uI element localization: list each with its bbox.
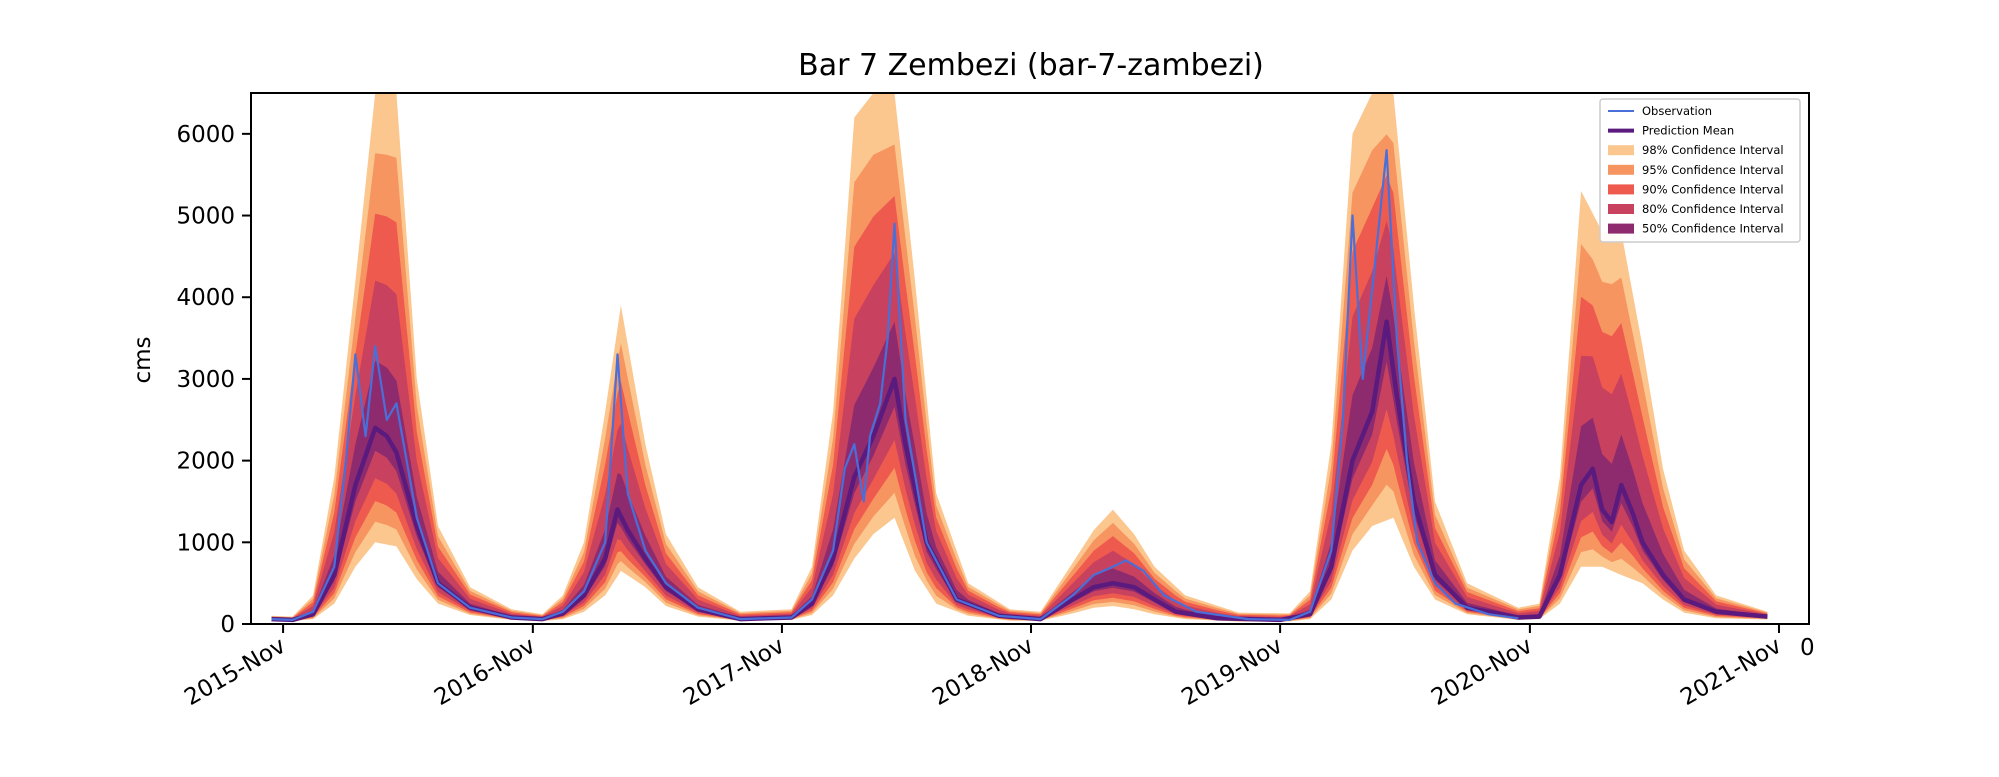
confidence-bands bbox=[271, 93, 1768, 622]
band-98 bbox=[271, 93, 1768, 622]
band-80 bbox=[271, 221, 1768, 621]
y-tick-label: 3000 bbox=[176, 367, 235, 393]
legend-label: 98% Confidence Interval bbox=[1642, 143, 1784, 157]
observation-line bbox=[271, 149, 1519, 622]
legend-label: Prediction Mean bbox=[1642, 124, 1734, 138]
x-axis: 2015-Nov 2016-Nov 2017-Nov 2018-Nov 2019-Nov… bbox=[180, 624, 1786, 711]
legend-box bbox=[1599, 98, 1801, 243]
chart-title: Bar 7 Zembezi (bar-7-zambezi) bbox=[798, 48, 1264, 83]
y-axis-label: cms bbox=[130, 336, 156, 383]
y-tick-label: 4000 bbox=[176, 285, 235, 311]
x-tick-label: 2017-Nov bbox=[679, 633, 789, 711]
legend-label: 90% Confidence Interval bbox=[1642, 182, 1784, 196]
legend-swatch bbox=[1608, 145, 1634, 156]
x-tick-label: 2020-Nov bbox=[1427, 633, 1537, 711]
legend-swatch bbox=[1608, 204, 1634, 214]
x-tick-label: 2021-Nov bbox=[1676, 633, 1786, 711]
x-tick-label: 2019-Nov bbox=[1177, 633, 1287, 711]
prediction-mean-line bbox=[271, 319, 1768, 623]
y-tick-label: 5000 bbox=[176, 204, 235, 230]
y-tick-label: 1000 bbox=[176, 530, 235, 556]
y-tick-label: 0 bbox=[220, 612, 235, 638]
band-50 bbox=[271, 276, 1768, 621]
legend-swatch bbox=[1608, 164, 1634, 175]
y-axis: 0 1000 2000 3000 4000 5000 6000 bbox=[176, 122, 251, 638]
y-tick-label: 6000 bbox=[176, 122, 235, 148]
x-tick-label: 2016-Nov bbox=[430, 633, 540, 711]
legend-swatch bbox=[1608, 223, 1634, 234]
x-tick-label: 2018-Nov bbox=[928, 633, 1038, 711]
band-90 bbox=[271, 175, 1768, 622]
band-95 bbox=[271, 134, 1768, 622]
legend-label: 95% Confidence Interval bbox=[1642, 163, 1784, 177]
legend-label: Observation bbox=[1642, 104, 1712, 118]
series-lines bbox=[271, 149, 1768, 623]
legend-swatch bbox=[1608, 184, 1634, 195]
legend-label: 50% Confidence Interval bbox=[1642, 222, 1784, 236]
legend: Observation Prediction Mean 98% Confidence… bbox=[1599, 98, 1801, 243]
x-tick-label: 2015-Nov bbox=[180, 633, 290, 711]
y-tick-label: 2000 bbox=[176, 449, 235, 475]
corner-label: 0 bbox=[1800, 635, 1815, 661]
legend-label: 80% Confidence Interval bbox=[1642, 202, 1784, 216]
plot-frame bbox=[250, 92, 1810, 625]
